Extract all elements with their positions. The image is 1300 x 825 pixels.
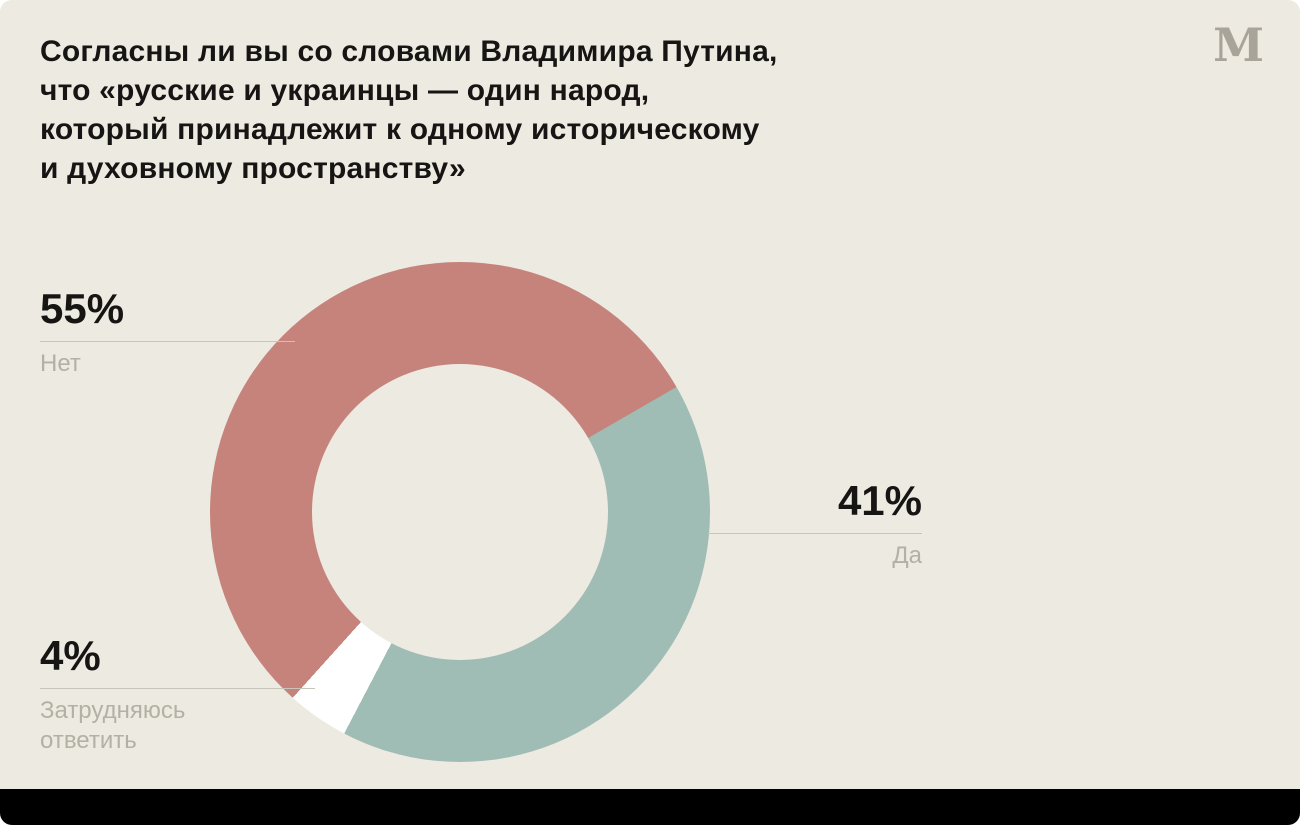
category-label-yes: Да	[892, 542, 922, 570]
percent-label-yes: 41%	[837, 477, 922, 524]
percent-label-undecided: 4%	[40, 632, 101, 679]
donut-hole	[312, 364, 608, 660]
callout-yes: 41% Да	[708, 477, 922, 571]
leader-line-undecided	[40, 688, 315, 690]
chart-title-line: Согласны ли вы со словами Владимира Пути…	[40, 35, 778, 68]
chart-title-line: что «русские и украинцы — один народ,	[40, 74, 650, 107]
meduza-logo-icon: M	[1213, 18, 1264, 72]
chart-title: Согласны ли вы со словами Владимира Пути…	[40, 32, 778, 188]
chart-title-line: и духовному пространству»	[40, 152, 466, 185]
bottom-bar	[0, 789, 1300, 825]
callout-undecided: 4% Затрудняюсь ответить	[40, 632, 315, 756]
callout-no: 55% Нет	[40, 285, 295, 379]
leader-line-no	[40, 341, 295, 343]
percent-label-no: 55%	[40, 285, 125, 332]
leader-line-yes	[708, 533, 922, 535]
category-label-undecided: Затрудняюсь ответить	[40, 697, 186, 755]
category-label-no: Нет	[40, 350, 81, 378]
chart-title-line: который принадлежит к одному историческо…	[40, 113, 760, 146]
